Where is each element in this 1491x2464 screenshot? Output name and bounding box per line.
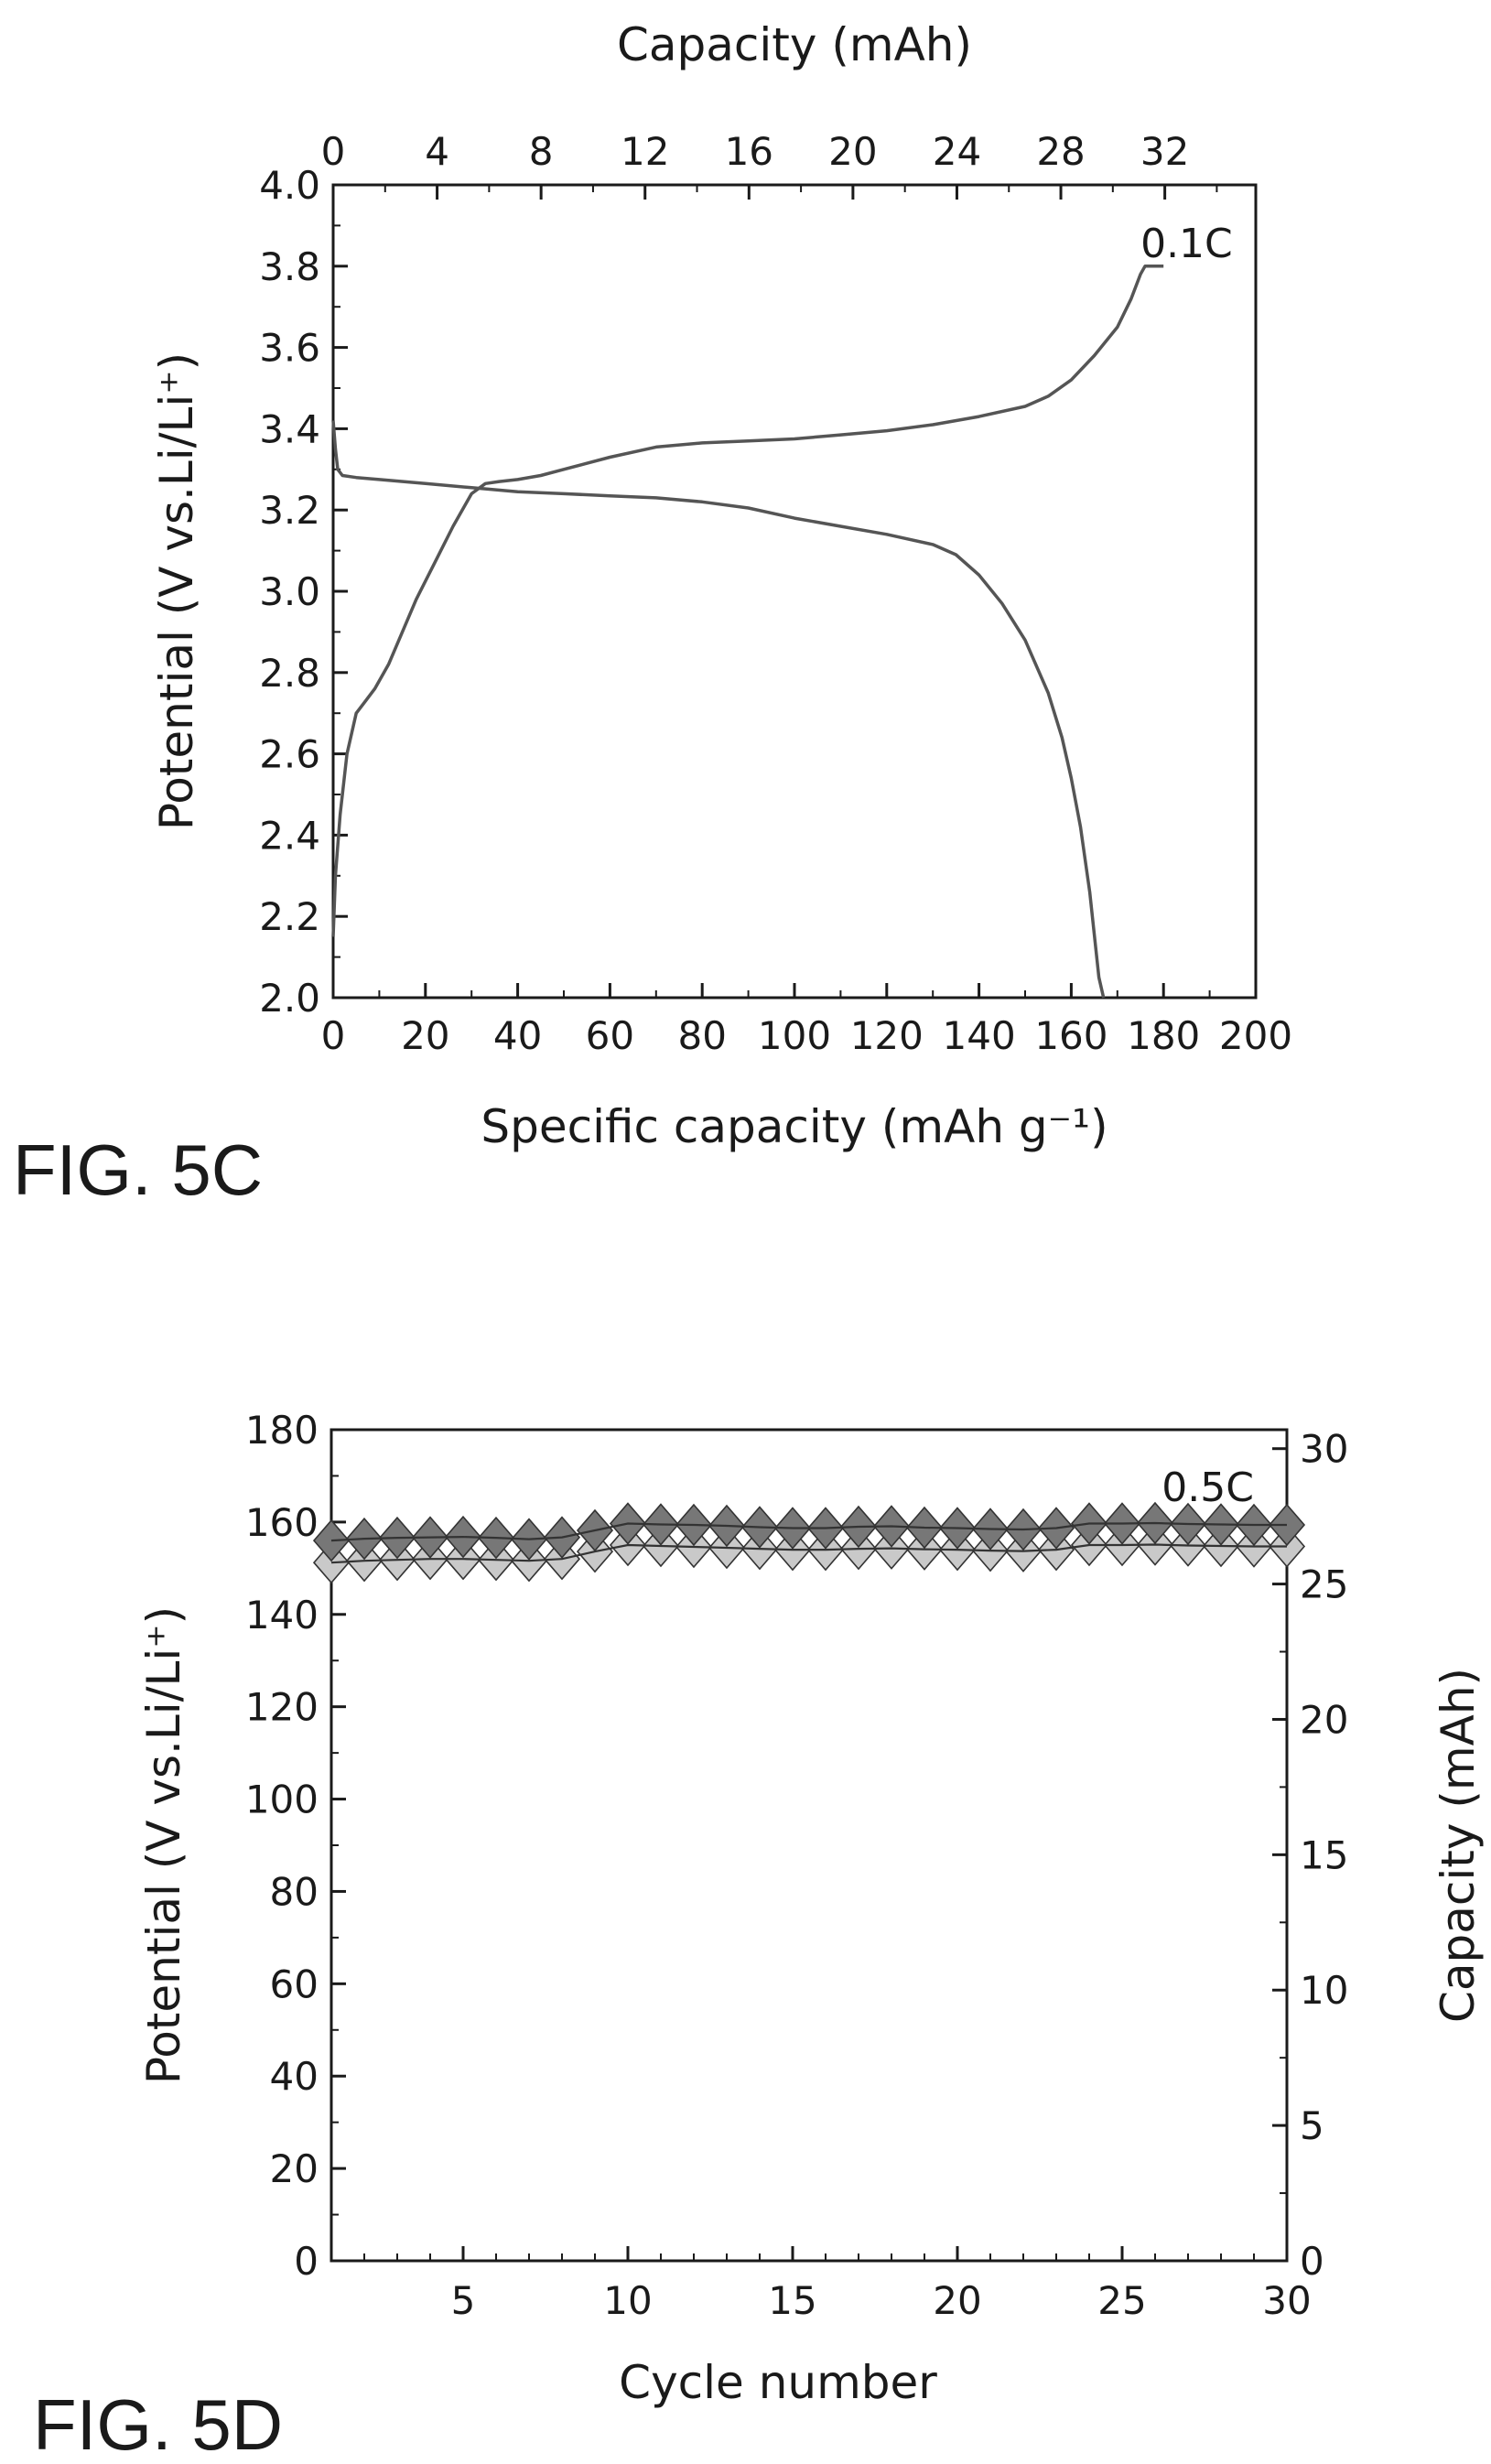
fig-5d-y2-tick-label: 30: [1300, 1427, 1348, 1472]
fig-5d-x-ticks: 5 10 15 20 25 30: [330, 2246, 1312, 2323]
fig-5c-y-tick-label: 2.4: [259, 813, 320, 858]
fig-5d-y2-tick-label: 5: [1300, 2103, 1324, 2148]
fig-5c-chart: 0 20 40 60 80 100 120 140 160 180 200 0 4 8 12 16 20 24 2…: [150, 18, 1292, 1153]
fig-5d-chart: 5 10 15 20 25 30 0 20 40 60 80 100 120 140 160 180 0 5 1…: [137, 1408, 1485, 2409]
fig-5d-dark-diamond-line: [330, 1521, 1287, 1542]
fig-5c-x-tick-label: 40: [493, 1013, 542, 1058]
fig-5c-x2-tick-label: 32: [1140, 129, 1189, 174]
fig-5d-x-axis-title: Cycle number: [619, 2356, 937, 2409]
fig-5c-x2-tick-label: 12: [621, 129, 669, 174]
fig-5d-x-tick-label: 15: [768, 2278, 816, 2323]
fig-5c-x2-tick-label: 28: [1036, 129, 1085, 174]
fig-5d-y2-axis-title: Capacity (mAh): [1432, 1668, 1485, 2023]
fig-5d-y-axis-title: Potential (V vs.Li/Li⁺): [137, 1606, 190, 2084]
fig-5c-y-tick-label: 3.2: [259, 488, 320, 533]
fig-5d-y2-ticks: 0 5 10 15 20 25 30: [1272, 1427, 1348, 2284]
fig-5c-x-tick-label: 0: [321, 1013, 346, 1058]
fig-5c-discharge-curve: [331, 420, 1106, 999]
fig-5d-x-tick-label: 10: [603, 2278, 652, 2323]
fig-5c-x-tick-label: 180: [1127, 1013, 1200, 1058]
fig-5d-y2-tick-label: 20: [1300, 1697, 1348, 1742]
fig-5c-x-tick-label: 140: [943, 1013, 1016, 1058]
fig-5c-x-tick-label: 60: [586, 1013, 634, 1058]
fig-5c-y-tick-label: 4.0: [259, 163, 320, 208]
fig-5d-x-tick-label: 5: [451, 2278, 476, 2323]
fig-5c-y-tick-label: 3.6: [259, 326, 320, 371]
fig-5c-x-tick-label: 20: [401, 1013, 449, 1058]
fig-5d-rate-annotation: 0.5C: [1161, 1464, 1254, 1511]
fig-5c-x-tick-label: 200: [1219, 1013, 1292, 1058]
fig-5c-y-tick-label: 2.6: [259, 732, 320, 777]
fig-5c-charge-curve: [331, 265, 1164, 937]
fig-5c-y-tick-label: 2.2: [259, 894, 320, 939]
fig-5d-label: FIG. 5D: [33, 2384, 283, 2464]
fig-5d-y-tick-label: 180: [245, 1408, 319, 1453]
fig-5d-y-tick-label: 140: [245, 1593, 319, 1637]
fig-5c-x2-tick-label: 4: [425, 129, 449, 174]
fig-5c-y-tick-label: 3.0: [259, 569, 320, 614]
fig-5d-y-ticks: 0 20 40 60 80 100 120 140 160 180: [245, 1408, 346, 2284]
fig-5c-x-tick-label: 80: [677, 1013, 726, 1058]
fig-5c-y-axis-title: Potential (V vs.Li/Li⁺): [150, 352, 203, 830]
fig-5c-x2-tick-label: 24: [933, 129, 981, 174]
fig-5c-x-tick-label: 160: [1034, 1013, 1107, 1058]
fig-5c-rate-annotation: 0.1C: [1140, 221, 1233, 267]
fig-5d-y-tick-label: 160: [245, 1500, 319, 1545]
fig-5c-plot-frame: [331, 183, 1258, 1000]
fig-5d-y-tick-label: 120: [245, 1685, 319, 1730]
fig-5c-y-tick-label: 2.8: [259, 651, 320, 696]
fig-5d-y-tick-label: 40: [270, 2054, 319, 2099]
fig-5c-x2-tick-label: 20: [828, 129, 877, 174]
fig-5c-y-ticks: 2.0 2.2 2.4 2.6 2.8 3.0 3.2 3.4 3.6 3.8 4.0: [259, 163, 348, 1021]
fig-5c-x2-ticks: 0 4 8 12 16 20 24 28 32: [321, 129, 1218, 200]
fig-5d-series: [312, 1501, 1306, 1584]
fig-5c-y-tick-label: 3.4: [259, 406, 320, 451]
fig-5d-y-tick-label: 80: [270, 1869, 319, 1914]
fig-5d-x-tick-label: 20: [933, 2278, 981, 2323]
fig-5c-x2-axis-title: Capacity (mAh): [617, 18, 972, 71]
fig-5c-x2-tick-label: 16: [725, 129, 773, 174]
fig-5c-x2-tick-label: 8: [529, 129, 554, 174]
fig-5d-x-tick-label: 25: [1097, 2278, 1146, 2323]
fig-5d-y2-tick-label: 25: [1300, 1562, 1348, 1607]
fig-5d-y2-tick-label: 0: [1300, 2239, 1324, 2284]
fig-5c-x2-tick-label: 0: [321, 129, 346, 174]
fig-5d-y2-tick-label: 15: [1300, 1832, 1348, 1877]
fig-5c-x-tick-label: 120: [850, 1013, 924, 1058]
fig-5d-x-tick-label: 30: [1262, 2278, 1311, 2323]
fig-5c-x-ticks: 0 20 40 60 80 100 120 140 160 180 200: [321, 983, 1292, 1058]
fig-5c-series: [331, 265, 1164, 999]
fig-5c-y-tick-label: 3.8: [259, 244, 320, 289]
fig-5d-light-diamond-line: [330, 1543, 1287, 1564]
fig-5c-label: FIG. 5C: [13, 1129, 263, 1210]
fig-5c-y-tick-label: 2.0: [259, 976, 320, 1021]
fig-5d-y-tick-label: 0: [294, 2239, 319, 2284]
fig-5c-x-tick-label: 100: [758, 1013, 831, 1058]
fig-5d-y-tick-label: 60: [270, 1961, 319, 2006]
fig-5d-y2-tick-label: 10: [1300, 1968, 1348, 2013]
fig-5d-y-tick-label: 20: [270, 2146, 319, 2191]
fig-5d-y-tick-label: 100: [245, 1778, 319, 1822]
fig-5c-x-axis-title: Specific capacity (mAh g⁻¹): [481, 1100, 1107, 1153]
